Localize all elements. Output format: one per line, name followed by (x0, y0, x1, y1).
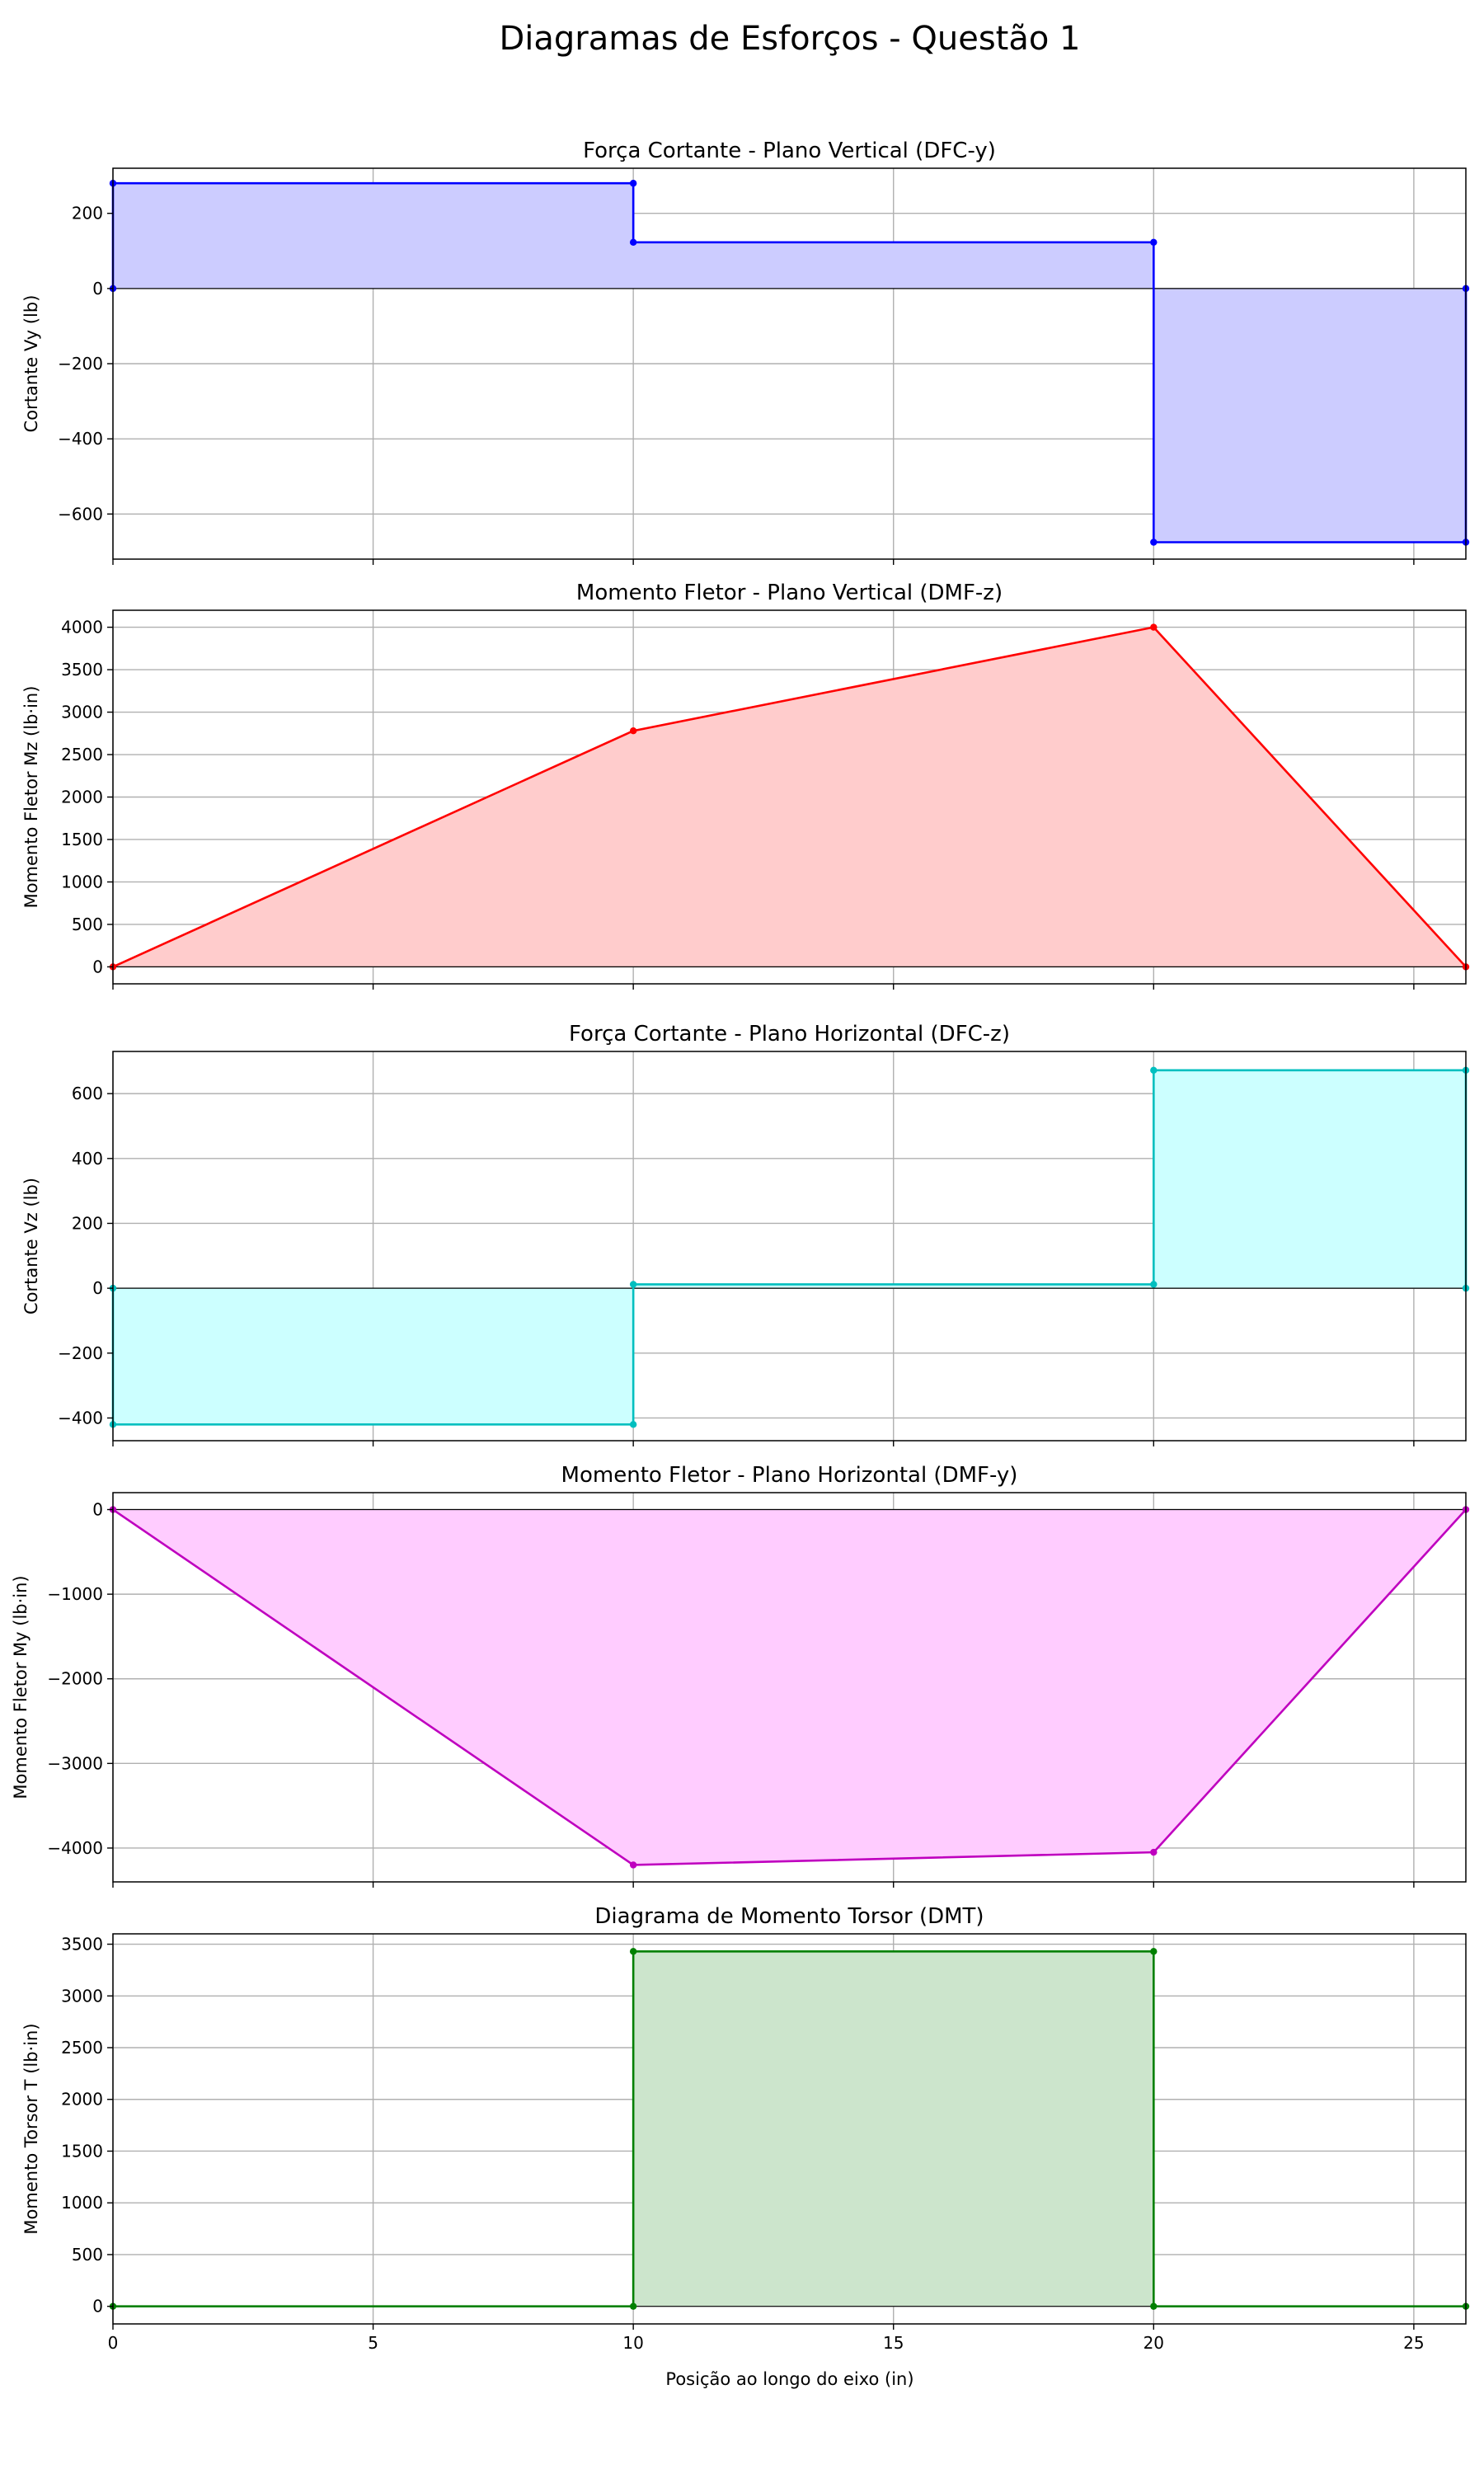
y-axis-label: Cortante Vy (lb) (21, 295, 41, 433)
data-point (1150, 539, 1158, 546)
y-tick-label: 2000 (61, 788, 103, 807)
y-tick-label: 3000 (61, 703, 103, 722)
y-axis-label: Momento Torsor T (lb·in) (21, 2023, 41, 2234)
y-axis-label: Momento Fletor My (lb·in) (11, 1575, 31, 1799)
y-tick-label: −3000 (47, 1753, 103, 1773)
data-point (1150, 1948, 1158, 1955)
x-tick-label: 5 (368, 2333, 378, 2353)
y-tick-label: 1000 (61, 872, 103, 891)
y-tick-label: 400 (72, 1149, 103, 1169)
area-fill (113, 627, 1466, 967)
data-point (629, 1861, 637, 1869)
y-tick-label: 0 (92, 957, 103, 976)
series-line (112, 626, 1467, 968)
x-tick-label: 10 (622, 2333, 643, 2353)
y-tick-label: 2000 (61, 2090, 103, 2109)
y-tick-label: 4000 (61, 618, 103, 637)
series-line (111, 1069, 1468, 1426)
subplot-title: Momento Fletor - Plano Horizontal (DMF-y… (561, 1463, 1018, 1488)
data-point (629, 180, 637, 187)
subplot-2: 0 500 1000 1500 2000 2500 3000 3500 4000 Momento … (21, 581, 1470, 990)
y-tick-label: −400 (58, 1408, 103, 1427)
axes-frame (112, 1051, 1467, 1442)
subplot-3: −400 −200 0 200 400 600 Força Cortante - Plano… (21, 1022, 1470, 1446)
data-point (1150, 1281, 1158, 1288)
data-point (629, 2302, 637, 2310)
figure-title: Diagramas de Esforços - Questão 1 (499, 20, 1080, 58)
data-point (1150, 2302, 1158, 2310)
x-tick-label: 20 (1144, 2333, 1164, 2353)
axes-frame (112, 1933, 1467, 2325)
subplot-1: −600 −400 −200 0 200 Força Cortante - Plano V… (21, 139, 1470, 565)
area-fill (113, 1509, 1466, 1865)
y-tick-label: 2500 (61, 2038, 103, 2058)
data-point (629, 1948, 637, 1955)
data-point (1150, 1848, 1158, 1856)
y-tick-label: −200 (58, 354, 103, 374)
y-tick-label: 3500 (61, 1935, 103, 1954)
area-fill (113, 183, 1466, 543)
data-point (629, 1421, 637, 1428)
data-point (629, 1281, 637, 1288)
y-tick-label: 1500 (61, 830, 103, 849)
subplot-title: Força Cortante - Plano Horizontal (DFC-z… (569, 1022, 1010, 1047)
y-tick-label: −4000 (47, 1838, 103, 1858)
area-fill (113, 1070, 1466, 1425)
y-axis-label: Momento Fletor Mz (lb·in) (21, 686, 41, 909)
y-tick-label: −600 (58, 504, 103, 524)
series-line (111, 181, 1468, 543)
y-tick-label: −400 (58, 429, 103, 449)
y-tick-label: −2000 (47, 1669, 103, 1689)
y-tick-label: 200 (72, 204, 103, 223)
y-tick-label: 0 (92, 2297, 103, 2316)
area-fill (113, 1951, 1466, 2307)
y-tick-label: 0 (92, 1500, 103, 1520)
y-tick-label: 500 (72, 915, 103, 934)
y-tick-label: 0 (92, 1278, 103, 1298)
subplot-title: Força Cortante - Plano Vertical (DFC-y) (583, 139, 996, 163)
x-axis-label: Posição ao longo do eixo (in) (665, 2369, 913, 2389)
subplot-title: Diagrama de Momento Torsor (DMT) (594, 1904, 984, 1929)
y-tick-label: 3500 (61, 660, 103, 680)
subplot-title: Momento Fletor - Plano Vertical (DMF-z) (576, 581, 1003, 605)
data-point (1150, 238, 1158, 246)
y-tick-label: −1000 (47, 1584, 103, 1604)
y-tick-label: 200 (72, 1213, 103, 1233)
axes-frame (112, 1492, 1467, 1883)
y-tick-label: 1000 (61, 2193, 103, 2213)
y-tick-label: 600 (72, 1084, 103, 1103)
data-point (1150, 1066, 1158, 1075)
subplot-5: 0 5 10 15 20 25 0 500 1000 1500 2000 2500 3000 3500 Di… (21, 1904, 1470, 2353)
y-tick-label: 0 (92, 279, 103, 299)
series-line (112, 1508, 1467, 1866)
x-tick-label: 25 (1403, 2333, 1424, 2353)
subplot-4: −4000 −3000 −2000 −1000 0 Momento Fletor - Pl… (11, 1463, 1470, 1888)
data-point (1150, 623, 1158, 631)
y-tick-label: −200 (58, 1343, 103, 1363)
y-tick-label: 500 (72, 2245, 103, 2265)
data-point (629, 238, 637, 246)
data-point (629, 727, 637, 735)
y-tick-label: 3000 (61, 1986, 103, 2006)
series-line (113, 1950, 1466, 2307)
y-tick-label: 2500 (61, 745, 103, 764)
x-tick-label: 0 (108, 2333, 119, 2353)
y-tick-label: 1500 (61, 2141, 103, 2161)
x-tick-label: 15 (883, 2333, 904, 2353)
y-axis-label: Cortante Vz (lb) (21, 1178, 41, 1315)
